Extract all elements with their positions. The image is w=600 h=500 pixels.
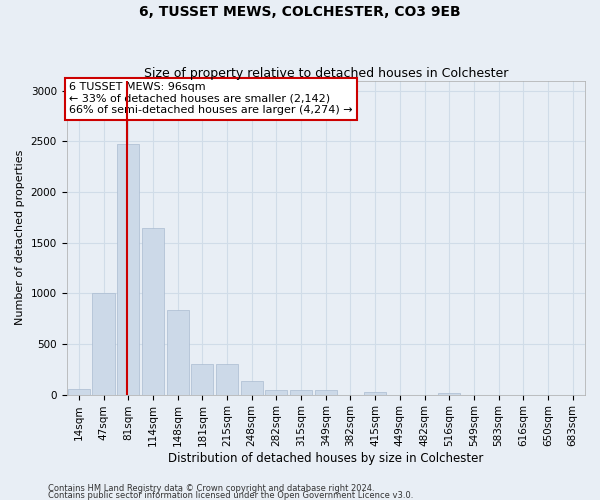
Bar	[241, 382, 263, 394]
Bar	[92, 294, 115, 394]
Bar	[265, 390, 287, 394]
Bar	[68, 388, 90, 394]
Text: 6 TUSSET MEWS: 96sqm
← 33% of detached houses are smaller (2,142)
66% of semi-de: 6 TUSSET MEWS: 96sqm ← 33% of detached h…	[69, 82, 353, 116]
Text: 6, TUSSET MEWS, COLCHESTER, CO3 9EB: 6, TUSSET MEWS, COLCHESTER, CO3 9EB	[139, 5, 461, 19]
Bar	[290, 390, 312, 394]
Bar	[191, 364, 214, 394]
Title: Size of property relative to detached houses in Colchester: Size of property relative to detached ho…	[143, 66, 508, 80]
Bar	[167, 310, 189, 394]
Text: Contains HM Land Registry data © Crown copyright and database right 2024.: Contains HM Land Registry data © Crown c…	[48, 484, 374, 493]
Bar	[314, 390, 337, 394]
Bar	[216, 364, 238, 394]
X-axis label: Distribution of detached houses by size in Colchester: Distribution of detached houses by size …	[168, 452, 484, 465]
Y-axis label: Number of detached properties: Number of detached properties	[15, 150, 25, 326]
Bar	[364, 392, 386, 394]
Text: Contains public sector information licensed under the Open Government Licence v3: Contains public sector information licen…	[48, 491, 413, 500]
Bar	[438, 392, 460, 394]
Bar	[117, 144, 139, 394]
Bar	[142, 228, 164, 394]
